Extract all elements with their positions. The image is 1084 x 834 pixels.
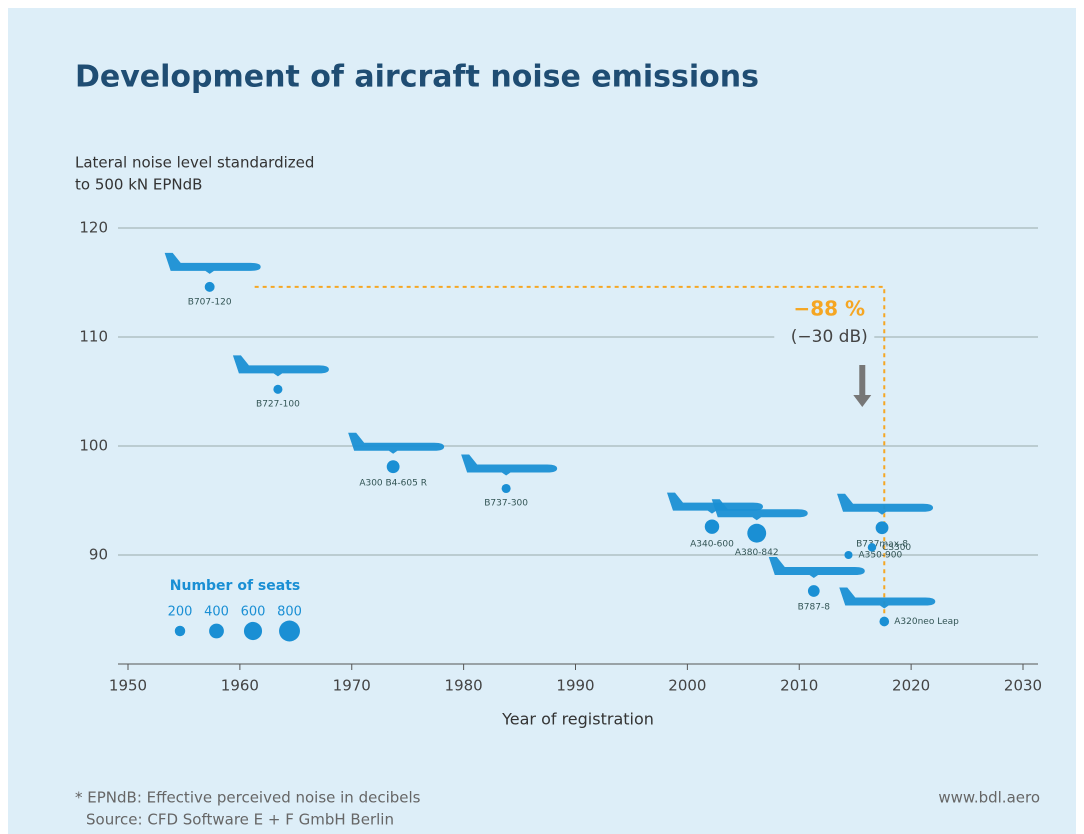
- y-axis-label: Lateral noise level standardized: [75, 154, 314, 172]
- y-tick-label: 100: [79, 437, 108, 455]
- point-label: A350-900: [858, 551, 902, 561]
- bubble: [204, 281, 215, 292]
- annotation-bg: [774, 325, 875, 349]
- bubble: [879, 616, 890, 627]
- size-legend-label: 800: [277, 605, 302, 620]
- chart-title: Development of aircraft noise emissions: [75, 60, 759, 95]
- bubble: [704, 519, 720, 534]
- size-legend-bubble: [209, 623, 224, 639]
- arrow: [853, 365, 872, 407]
- x-tick-label: 2010: [780, 677, 818, 695]
- point-label: CS300: [882, 543, 911, 553]
- point-label: B707-120: [188, 297, 232, 307]
- footnote: * EPNdB: Effective perceived noise in de…: [75, 789, 421, 807]
- point-label: B787-8: [798, 602, 831, 612]
- point-label: A300 B4-605 R: [359, 479, 427, 489]
- aircraft-icon: [348, 432, 445, 454]
- x-tick-label: 2020: [892, 677, 930, 695]
- bubble: [747, 523, 767, 543]
- point-label: A380-842: [735, 548, 779, 558]
- y-axis-label: to 500 kN EPNdB: [75, 176, 202, 194]
- point-label: A320neo Leap: [894, 617, 959, 627]
- source-url: www.bdl.aero: [938, 789, 1040, 807]
- y-tick-label: 90: [89, 546, 108, 564]
- size-legend-label: 400: [204, 605, 229, 620]
- x-tick-label: 1970: [333, 677, 371, 695]
- point-label: A340-600: [690, 539, 734, 549]
- x-tick-label: 2000: [668, 677, 706, 695]
- x-axis-label: Year of registration: [501, 710, 654, 729]
- aircraft-icon: [837, 493, 934, 515]
- point-label: B727-100: [256, 399, 300, 409]
- reduction-line: [254, 285, 886, 614]
- size-legend-title: Number of seats: [170, 578, 300, 594]
- x-tick-label: 1980: [445, 677, 483, 695]
- x-tick-label: 1950: [109, 677, 147, 695]
- aircraft-icon: [711, 499, 808, 521]
- size-legend-label: 600: [241, 605, 266, 620]
- bubble: [844, 550, 853, 560]
- size-legend-bubble: [174, 625, 186, 637]
- bubble: [875, 521, 889, 535]
- bubble: [273, 384, 283, 394]
- point-label: B737max-8: [856, 540, 908, 550]
- aircraft-icon: [461, 454, 558, 476]
- aircraft-icon: [768, 556, 865, 578]
- bubble: [501, 483, 511, 494]
- y-tick-label: 110: [79, 328, 108, 346]
- aircraft-icon: [232, 355, 329, 377]
- annotation: −88 %: [793, 297, 865, 321]
- aircraft-icon: [164, 252, 261, 274]
- bubble: [386, 460, 400, 474]
- size-legend-bubble: [243, 621, 263, 641]
- background: [8, 8, 1076, 834]
- annotation: (−30 dB): [791, 327, 868, 347]
- point-label: B737-300: [484, 499, 528, 509]
- size-legend-bubble: [279, 620, 300, 642]
- footnote: Source: CFD Software E + F GmbH Berlin: [86, 811, 394, 829]
- x-tick-label: 1960: [221, 677, 259, 695]
- x-tick-label: 1990: [556, 677, 594, 695]
- size-legend-label: 200: [168, 605, 193, 620]
- aircraft-icon: [839, 587, 936, 609]
- bubble: [867, 543, 877, 552]
- y-tick-label: 120: [79, 219, 108, 237]
- bubble: [807, 585, 820, 597]
- x-tick-label: 2030: [1004, 677, 1042, 695]
